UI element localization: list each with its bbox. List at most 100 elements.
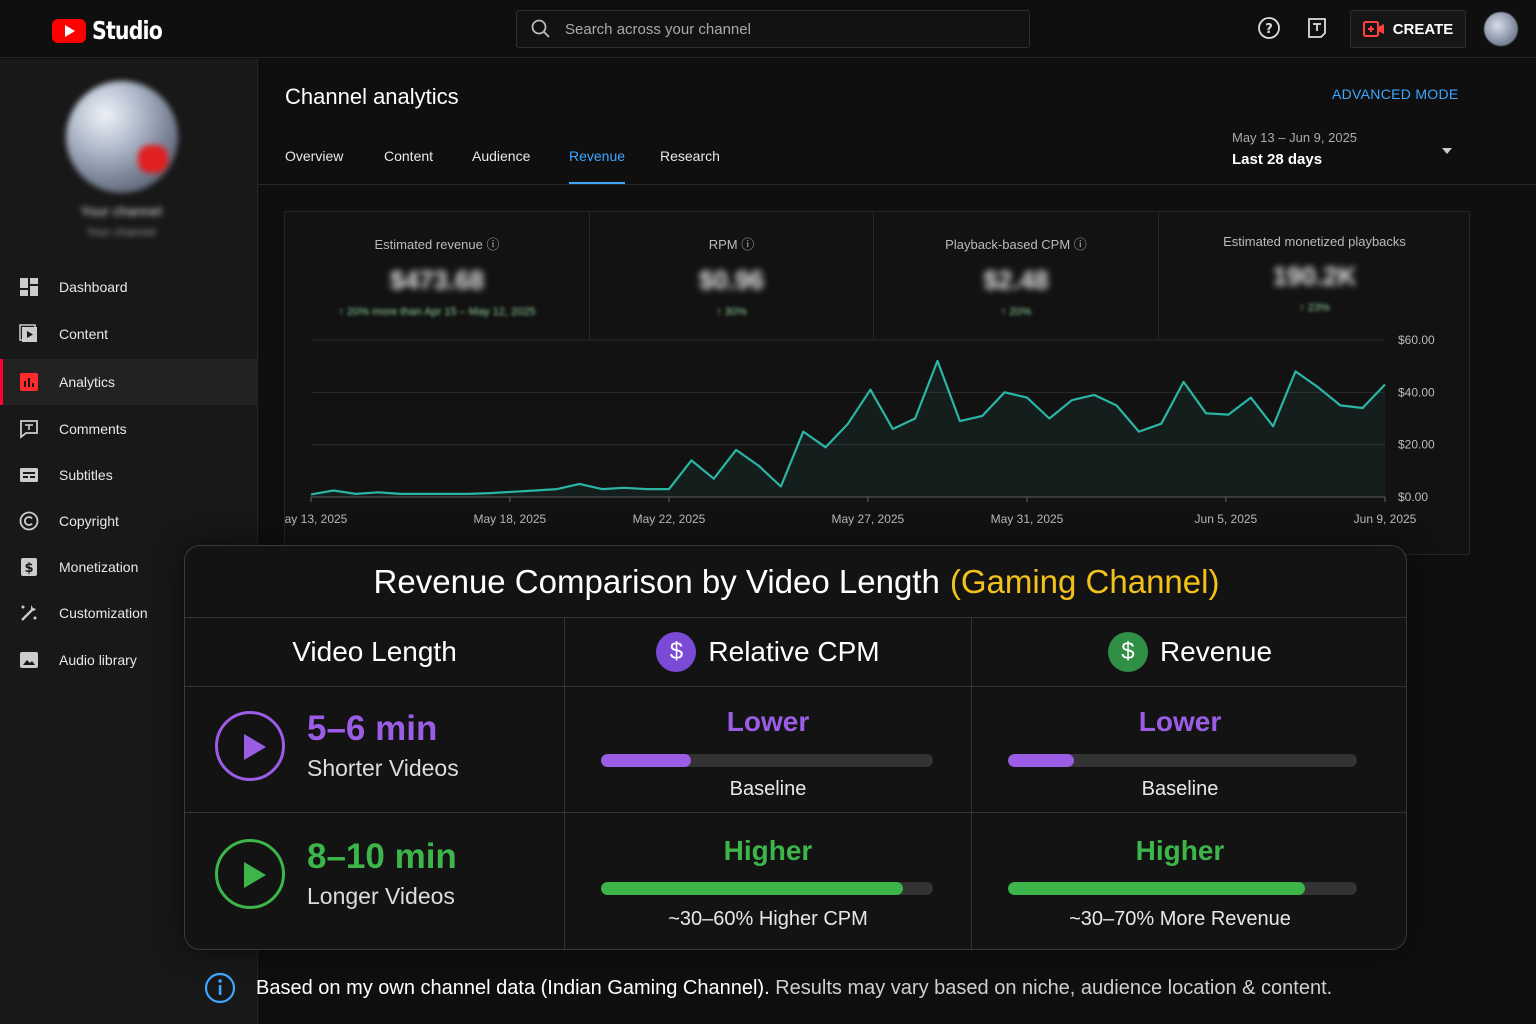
level-note: Baseline — [729, 778, 807, 800]
youtube-logo-icon — [52, 18, 86, 43]
tab-revenue[interactable]: Revenue — [569, 148, 626, 185]
metric-delta: ↑ 23% — [1299, 302, 1330, 314]
sidebar-item-audio-library[interactable]: Audio library — [0, 637, 257, 683]
sidebar-item-label: Customization — [59, 605, 148, 621]
channel-subtitle: Your channel — [86, 225, 156, 239]
bar-fill — [601, 754, 691, 767]
tab-content[interactable]: Content — [384, 148, 434, 164]
channel-name: Your channel — [80, 203, 162, 219]
sidebar-item-label: Analytics — [59, 374, 116, 390]
revenue-comparison-table: Revenue Comparison by Video Length (Gami… — [184, 545, 1407, 950]
info-icon[interactable]: ⓘ — [741, 237, 755, 252]
y-tick-label: $20.00 — [1398, 438, 1435, 452]
channel-avatar[interactable] — [66, 81, 178, 193]
footnote-bold: Based on my own channel data (Indian Gam… — [256, 976, 770, 999]
chevron-down-icon[interactable] — [1442, 148, 1452, 154]
sidebar-item-label: Content — [59, 326, 109, 342]
level-word: Lower — [1138, 706, 1222, 737]
date-range-picker[interactable]: May 13 – Jun 9, 2025 Last 28 days — [1232, 130, 1357, 168]
copyright-icon — [18, 510, 40, 532]
info-icon[interactable]: ⓘ — [486, 237, 500, 252]
svg-text:?: ? — [1265, 22, 1273, 37]
revenue-level-bar — [1008, 754, 1357, 767]
metric-rpm[interactable]: RPM ⓘ $0.96 ↑ 30% — [590, 212, 874, 340]
metric-label: Playback-based CPM — [945, 237, 1071, 252]
header-label: Relative CPM — [708, 635, 880, 667]
metric-estimated-revenue[interactable]: Estimated revenue ⓘ $473.68 ↑ 20% more t… — [285, 212, 590, 340]
help-icon[interactable]: ? — [1256, 15, 1282, 41]
sidebar-item-label: Subtitles — [59, 467, 113, 483]
sidebar-item-comments[interactable]: Comments — [0, 406, 257, 452]
x-tick-label: May 13, 2025 — [285, 512, 348, 526]
revenue-cell-short: Lower — [972, 706, 1388, 738]
metric-playback-cpm[interactable]: Playback-based CPM ⓘ $2.48 ↑ 20% — [874, 212, 1159, 340]
create-button[interactable]: CREATE — [1350, 10, 1466, 48]
video-camera-icon — [1362, 21, 1384, 37]
sidebar-item-copyright[interactable]: Copyright — [0, 498, 257, 544]
series-line — [310, 359, 1386, 496]
metric-label: Estimated monetized playbacks — [1223, 234, 1406, 249]
metric-value: 190.2K — [1272, 261, 1357, 291]
x-tick-label: Jun 5, 2025 — [1195, 512, 1258, 526]
sidebar-item-analytics[interactable]: Analytics — [0, 359, 257, 405]
video-length-label: Shorter Videos — [307, 755, 459, 781]
metric-label: Estimated revenue — [374, 237, 483, 252]
revenue-note-short: Baseline — [972, 778, 1388, 801]
header-video-length: Video Length — [292, 635, 457, 667]
level-word: Lower — [726, 706, 810, 737]
tab-overview[interactable]: Overview — [285, 148, 344, 164]
advanced-mode-link[interactable]: ADVANCED MODE — [1332, 86, 1459, 102]
youtube-studio-logo[interactable]: Studio — [52, 16, 177, 45]
divider — [564, 617, 565, 949]
svg-text:$: $ — [24, 561, 33, 576]
tab-audience[interactable]: Audience — [472, 148, 531, 164]
sidebar-item-label: Monetization — [59, 559, 139, 575]
feedback-icon[interactable] — [1304, 15, 1330, 41]
revenue-cell-long: Higher — [972, 835, 1388, 867]
search-input[interactable] — [565, 20, 1005, 38]
divider — [185, 812, 1406, 813]
search-icon — [531, 19, 550, 38]
monetization-icon: $ — [18, 556, 40, 578]
video-length-value: 8–10 min — [307, 837, 457, 876]
level-note: Baseline — [1141, 778, 1219, 800]
tab-research[interactable]: Research — [660, 148, 720, 164]
y-tick-label: $0.00 — [1398, 490, 1428, 504]
sidebar-item-customization[interactable]: Customization — [0, 590, 257, 636]
video-length-value: 5–6 min — [307, 709, 438, 748]
create-label: CREATE — [1392, 20, 1454, 38]
bar-fill — [1008, 754, 1075, 767]
sidebar-item-monetization[interactable]: $ Monetization — [0, 544, 257, 590]
x-tick-label: May 22, 2025 — [633, 512, 706, 526]
search-bar[interactable] — [516, 10, 1030, 48]
tabs-divider — [258, 184, 1536, 185]
sidebar-item-label: Comments — [59, 421, 127, 437]
header-relative-cpm: $ Relative CPM — [565, 617, 971, 686]
sidebar-item-label: Audio library — [59, 652, 137, 668]
sidebar-item-label: Dashboard — [59, 279, 128, 295]
bar-fill — [601, 882, 904, 895]
date-range-dates: May 13 – Jun 9, 2025 — [1232, 130, 1358, 145]
comparison-title-main: Revenue Comparison by Video Length — [373, 562, 940, 600]
date-range-label: Last 28 days — [1232, 151, 1323, 168]
x-tick-label: May 18, 2025 — [474, 512, 547, 526]
dashboard-icon — [18, 276, 40, 298]
sidebar-item-subtitles[interactable]: Subtitles — [0, 452, 257, 498]
x-tick-label: May 27, 2025 — [832, 512, 905, 526]
divider — [185, 686, 1406, 687]
sidebar-item-content[interactable]: Content — [0, 311, 257, 357]
sidebar-item-label: Copyright — [59, 513, 119, 529]
account-avatar[interactable] — [1484, 12, 1518, 46]
footnote: Based on my own channel data (Indian Gam… — [204, 972, 1404, 1004]
sidebar-item-dashboard[interactable]: Dashboard — [0, 264, 257, 310]
comments-icon — [18, 418, 40, 440]
play-icon — [215, 710, 285, 781]
content-icon — [18, 323, 40, 345]
revenue-line-chart[interactable]: $60.00 $40.00 $20.00 $0.00 May 13, 2025 May 1… — [285, 212, 1471, 556]
metric-label: RPM — [708, 237, 738, 252]
info-icon[interactable]: ⓘ — [1073, 237, 1087, 252]
metric-value: $473.68 — [390, 265, 484, 295]
metric-monetized-playbacks[interactable]: Estimated monetized playbacks 190.2K ↑ 2… — [1159, 212, 1470, 340]
divider — [971, 617, 972, 949]
x-tick-label: May 31, 2025 — [991, 512, 1064, 526]
